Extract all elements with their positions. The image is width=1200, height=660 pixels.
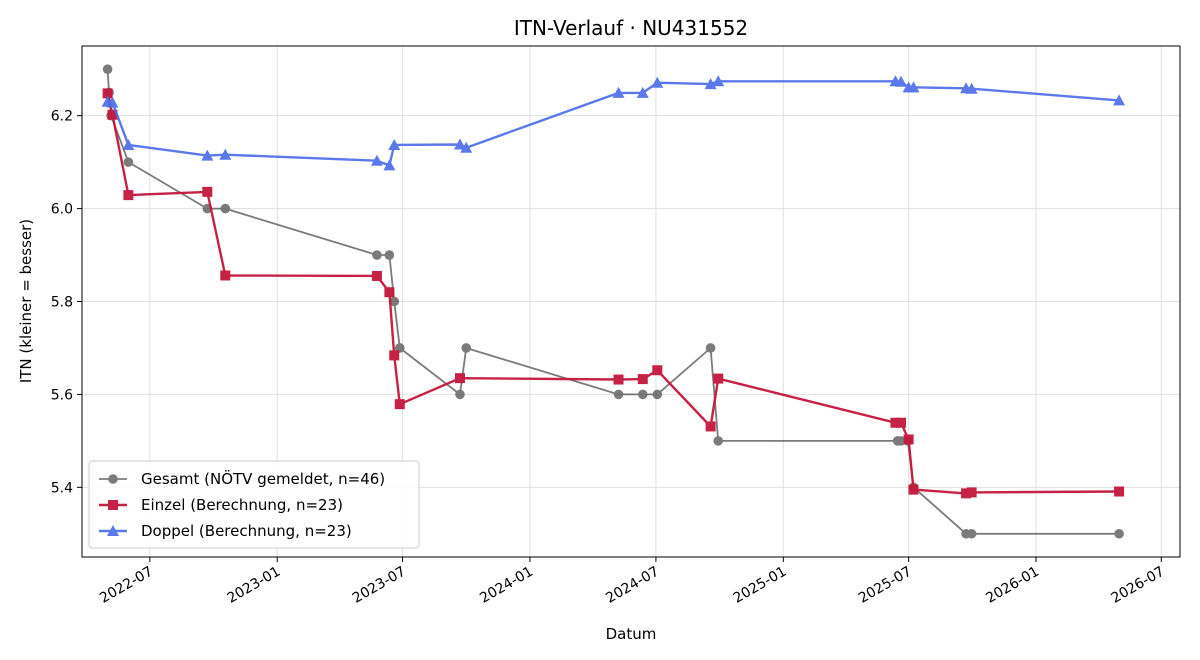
- data-point: [704, 78, 717, 90]
- data-point: [965, 82, 978, 94]
- data-point: [383, 159, 396, 171]
- data-point: [122, 138, 135, 150]
- y-axis-label: ITN (kleiner = besser): [17, 219, 35, 383]
- data-point: [1113, 94, 1126, 106]
- data-point: [613, 389, 624, 400]
- data-point: [220, 270, 231, 281]
- data-point: [384, 250, 395, 260]
- legend-box: [88, 460, 420, 549]
- data-point: [370, 154, 383, 166]
- y-tick-label: 6.2: [51, 109, 73, 125]
- series-2: [102, 88, 1125, 499]
- legend-label: Einzel (Berechnung, n=23): [141, 496, 343, 514]
- legend-item: [99, 525, 127, 536]
- data-point: [651, 76, 664, 88]
- data-point: [705, 421, 716, 432]
- data-point: [123, 190, 134, 201]
- data-point: [460, 141, 473, 153]
- data-point: [613, 374, 624, 385]
- data-point: [713, 436, 724, 446]
- legend-label: Doppel (Berechnung, n=23): [141, 522, 352, 540]
- data-point: [896, 417, 906, 428]
- data-point: [966, 528, 977, 539]
- data-point: [896, 436, 906, 446]
- data-point: [220, 203, 231, 214]
- data-point: [389, 350, 400, 361]
- legend-marker: [108, 474, 118, 484]
- legend-item: [99, 474, 127, 484]
- data-point: [107, 109, 118, 120]
- chart-title: ITN-Verlauf · NU431552: [514, 16, 748, 40]
- legend-label: Gesamt (NÖTV gemeldet, n=46): [141, 469, 385, 488]
- data-point: [371, 270, 382, 281]
- series-3: [101, 75, 1126, 171]
- data-point: [908, 484, 919, 495]
- data-point: [123, 157, 134, 167]
- legend-item: [99, 500, 127, 510]
- data-point: [455, 373, 465, 384]
- data-point: [219, 148, 232, 160]
- data-point: [201, 149, 214, 161]
- data-point: [612, 86, 625, 98]
- data-point: [454, 138, 466, 150]
- data-point: [890, 417, 901, 428]
- data-point: [637, 374, 648, 385]
- data-point: [372, 250, 382, 260]
- data-point: [636, 86, 649, 98]
- data-point: [388, 138, 401, 150]
- data-point: [102, 88, 113, 99]
- data-point: [1114, 486, 1125, 497]
- data-point: [903, 434, 914, 445]
- data-point: [907, 81, 920, 93]
- data-point: [389, 296, 400, 307]
- data-point: [652, 365, 663, 376]
- legend-marker: [108, 500, 118, 510]
- data-point: [455, 389, 465, 400]
- y-tick-label: 5.4: [51, 480, 73, 496]
- x-axis-label: Datum: [606, 625, 657, 643]
- data-point: [961, 488, 972, 499]
- data-point: [705, 343, 716, 353]
- y-tick-label: 5.8: [51, 295, 73, 311]
- series-line: [106, 93, 1120, 495]
- data-point: [394, 399, 405, 410]
- series-layer: [101, 64, 1126, 539]
- data-point: [202, 186, 213, 197]
- data-point: [394, 343, 405, 353]
- data-point: [1114, 528, 1124, 539]
- data-point: [713, 373, 724, 384]
- data-point: [461, 343, 472, 353]
- data-point: [106, 96, 119, 108]
- data-point: [652, 389, 663, 400]
- data-point: [102, 64, 113, 75]
- data-point: [895, 75, 907, 87]
- data-point: [384, 287, 395, 298]
- legend-marker: [107, 525, 119, 536]
- data-point: [966, 487, 977, 498]
- data-point: [637, 389, 648, 400]
- legend: Gesamt (NÖTV gemeldet, n=46) Einzel (Bere…: [88, 460, 420, 549]
- data-point: [712, 75, 725, 87]
- y-tick-label: 6.0: [51, 202, 73, 218]
- y-tick-label: 5.6: [51, 387, 73, 403]
